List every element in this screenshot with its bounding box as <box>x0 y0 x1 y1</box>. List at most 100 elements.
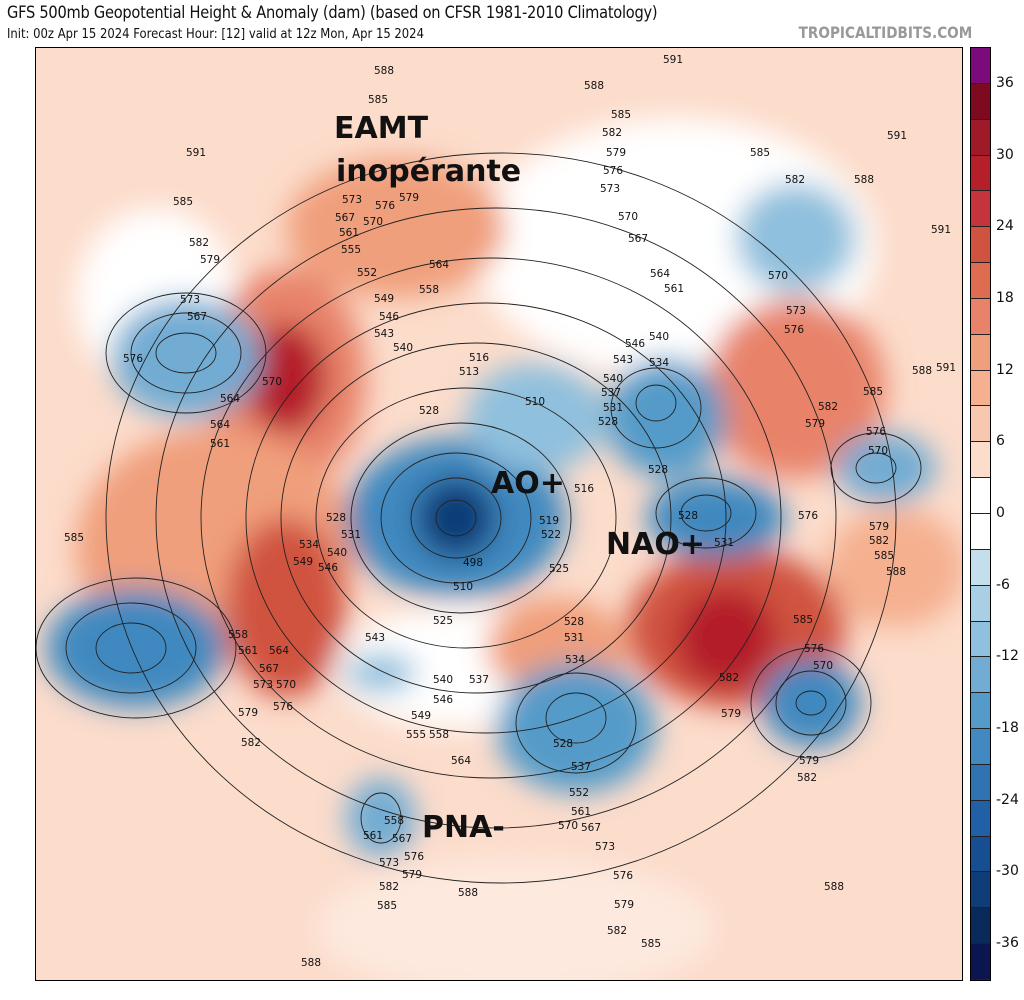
contour-label: 588 <box>824 881 844 893</box>
contour-label: 582 <box>719 672 739 684</box>
colorbar-tick-label: 36 <box>996 74 1014 91</box>
contour-label: 540 <box>603 373 623 385</box>
contour-label: 555 <box>341 244 361 256</box>
contour-label: 576 <box>798 510 818 522</box>
contour-label: 546 <box>433 694 453 706</box>
colorbar-band <box>971 585 990 622</box>
contour-label: 543 <box>613 354 633 366</box>
colorbar-band <box>971 191 990 228</box>
height-contours <box>36 152 922 884</box>
contour-label: 576 <box>613 870 633 882</box>
colorbar-band <box>971 334 990 371</box>
colorbar-band <box>971 298 990 335</box>
contour-label: 528 <box>648 464 668 476</box>
contour-label: 543 <box>374 328 394 340</box>
contour-label: 564 <box>210 419 230 431</box>
colorbar-tick-label: 6 <box>996 433 1005 450</box>
annotations: EAMT inopérante AO+ NAO+ PNA- <box>334 111 705 845</box>
contour-label: 579 <box>200 254 220 266</box>
contour-label: 561 <box>339 227 359 239</box>
colorbar-tick-label: 12 <box>996 361 1014 378</box>
annotation-eamt-status: inopérante <box>336 154 521 189</box>
contour-label: 570 <box>276 679 296 691</box>
contour-label: 555 <box>406 729 426 741</box>
contour-label: 591 <box>186 147 206 159</box>
contour-label: 579 <box>869 521 889 533</box>
contour-label: 585 <box>793 614 813 626</box>
contour-label: 579 <box>238 707 258 719</box>
contour-label: 558 <box>419 284 439 296</box>
contour-label: 564 <box>429 259 449 271</box>
contour-label: 540 <box>649 331 669 343</box>
contour-label: 549 <box>293 556 313 568</box>
colorbar-band <box>971 263 990 299</box>
contour-label: 573 <box>379 857 399 869</box>
colorbar-band <box>971 514 990 550</box>
contour-label: 549 <box>374 293 394 305</box>
contour-label: 576 <box>273 701 293 713</box>
colorbar-tick-label: -30 <box>996 863 1019 880</box>
contour-label: 591 <box>663 54 683 66</box>
contour-label: 528 <box>564 616 584 628</box>
contour-label: 576 <box>375 200 395 212</box>
contour-label: 540 <box>327 547 347 559</box>
colorbar-band <box>971 621 990 658</box>
contour-label: 546 <box>318 562 338 574</box>
contour-label: 588 <box>854 174 874 186</box>
contour-label: 576 <box>404 851 424 863</box>
contour-label: 552 <box>569 787 589 799</box>
contour-label: 579 <box>606 147 626 159</box>
contour-label: 570 <box>262 376 282 388</box>
contour-label: 567 <box>392 833 412 845</box>
colorbar-band <box>971 693 990 730</box>
contour-label: 531 <box>564 632 584 644</box>
colorbar-band <box>971 764 990 801</box>
contour-label: 531 <box>341 529 361 541</box>
contour-label: 573 <box>595 841 615 853</box>
contour-label: 579 <box>799 755 819 767</box>
colorbar-band <box>971 442 990 479</box>
contour-label: 540 <box>433 674 453 686</box>
colorbar-tick-label: -6 <box>996 576 1010 593</box>
contour-label: 588 <box>374 65 394 77</box>
map-subtitle: Init: 00z Apr 15 2024 Forecast Hour: [12… <box>7 26 424 42</box>
contour-label: 579 <box>402 869 422 881</box>
anomaly-fills <box>46 118 962 980</box>
contour-label: 576 <box>804 643 824 655</box>
map-title: GFS 500mb Geopotential Height & Anomaly … <box>7 3 658 23</box>
contour-label: 582 <box>189 237 209 249</box>
contour-label: 585 <box>173 196 193 208</box>
contour-label: 510 <box>525 396 545 408</box>
contour-label: 543 <box>365 632 385 644</box>
contour-label: 528 <box>326 512 346 524</box>
contour-label: 582 <box>379 881 399 893</box>
contour-label: 531 <box>714 537 734 549</box>
contour-label: 567 <box>628 233 648 245</box>
contour-label: 588 <box>301 957 321 969</box>
contour-label: 582 <box>602 127 622 139</box>
contour-label: 558 <box>228 629 248 641</box>
contour-label: 561 <box>363 830 383 842</box>
contour-label: 579 <box>805 418 825 430</box>
contour-label: 582 <box>818 401 838 413</box>
contour-label: 570 <box>813 660 833 672</box>
contour-label: 567 <box>581 822 601 834</box>
contour-label: 570 <box>618 211 638 223</box>
contour-label: 549 <box>411 710 431 722</box>
contour-label: 552 <box>357 267 377 279</box>
contour-label: 585 <box>863 386 883 398</box>
contour-label: 573 <box>342 194 362 206</box>
contour-label: 585 <box>377 900 397 912</box>
contour-label: 585 <box>874 550 894 562</box>
contour-label: 564 <box>451 755 471 767</box>
contour-label: 576 <box>866 426 886 438</box>
contour-label: 582 <box>607 925 627 937</box>
contour-label: 567 <box>187 311 207 323</box>
contour-label: 591 <box>887 130 907 142</box>
contour-label: 576 <box>784 324 804 336</box>
contour-label: 513 <box>459 366 479 378</box>
contour-label: 510 <box>453 581 473 593</box>
colorbar-band <box>971 729 990 765</box>
brand-watermark: TROPICALTIDBITS.COM <box>798 23 972 42</box>
colorbar-band <box>971 48 990 84</box>
